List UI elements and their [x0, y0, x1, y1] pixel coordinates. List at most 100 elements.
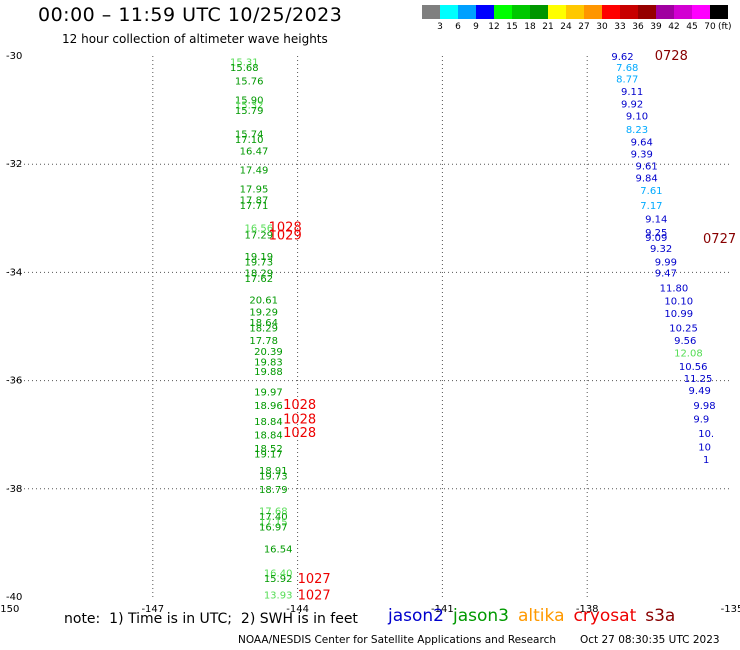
- color-scale-label: 27: [578, 22, 590, 32]
- color-scale-label: 21: [542, 22, 554, 32]
- swh-data-label: 9.98: [693, 401, 715, 412]
- swh-data-label: 18.29: [249, 324, 278, 335]
- swh-data-label: 7.17: [640, 201, 662, 212]
- x-tick-label: -147: [141, 604, 164, 615]
- swh-data-label: 20.39: [254, 347, 283, 358]
- swh-data-label: 13.93: [264, 590, 293, 601]
- x-tick-label: -138: [576, 604, 599, 615]
- swh-data-label: 17.15: [259, 517, 288, 528]
- color-scale-swatch: [458, 5, 476, 19]
- swh-data-label: 11.25: [684, 374, 713, 385]
- swh-data-label: 18.52: [254, 444, 283, 455]
- swh-data-label: 17.87: [240, 195, 269, 206]
- swh-data-label: 15.68: [230, 63, 259, 74]
- color-scale-label: 9: [473, 22, 479, 32]
- swh-data-label: 11.80: [660, 284, 689, 295]
- color-scale-swatch: [566, 5, 584, 19]
- x-tick-label: -135: [721, 604, 740, 615]
- swh-data-label: 17.78: [249, 336, 278, 347]
- swh-data-label: 20.61: [249, 295, 278, 306]
- satellite-legend: jason2 jason3 altika cryosat s3a: [388, 606, 684, 626]
- time-label: 1029: [269, 229, 302, 244]
- swh-data-label: 16.47: [240, 147, 269, 158]
- swh-data-label: 9.10: [626, 112, 648, 123]
- swh-data-label: 15.90: [235, 95, 264, 106]
- time-label: 1028: [283, 413, 316, 428]
- swh-data-label: 8.23: [626, 125, 648, 136]
- swh-data-label: 9.49: [689, 386, 711, 397]
- swh-data-label: 19.88: [254, 367, 283, 378]
- swh-data-label: 17.49: [240, 166, 269, 177]
- y-tick-label: -30: [6, 51, 22, 62]
- time-label: 1028: [283, 426, 316, 441]
- swh-data-label: 15.92: [264, 574, 293, 585]
- color-scale-label: 39: [650, 22, 662, 32]
- swh-data-label: 15.74: [235, 129, 264, 140]
- color-scale-label: 36: [632, 22, 644, 32]
- swh-data-label: 19.73: [245, 258, 274, 269]
- swh-data-label: 16.97: [259, 523, 288, 534]
- y-tick-label: -34: [6, 267, 22, 278]
- swh-data-label: 9.64: [631, 137, 653, 148]
- swh-data-label: 18.84: [254, 417, 283, 428]
- x-tick-label: -141: [431, 604, 454, 615]
- color-scale-swatch: [548, 5, 566, 19]
- satellite-legend-item: jason3: [453, 606, 509, 626]
- swh-data-label: 19.17: [254, 450, 283, 461]
- swh-data-label: 15.76: [235, 76, 264, 87]
- swh-data-label: 9.39: [631, 149, 653, 160]
- color-scale-label: 42: [668, 22, 680, 32]
- swh-data-label: 9.62: [611, 52, 633, 63]
- satellite-legend-item: jason2: [388, 606, 444, 626]
- time-label: 1028: [269, 220, 302, 235]
- swh-data-label: 15.31: [230, 57, 259, 68]
- color-scale-swatch: [512, 5, 530, 19]
- swh-data-label: 15.79: [235, 106, 264, 117]
- swh-data-label: 9.25: [645, 228, 667, 239]
- y-tick-label: -38: [6, 484, 22, 495]
- color-scale-label: 45: [686, 22, 698, 32]
- satellite-legend-item: altika: [518, 606, 565, 626]
- color-scale-label: 70: [704, 22, 716, 32]
- y-tick-label: -40: [6, 592, 22, 603]
- swh-data-label: 9.84: [635, 174, 657, 185]
- color-scale-swatch: [710, 5, 728, 19]
- swh-data-label: 10.99: [664, 309, 693, 320]
- swh-data-label: 16.54: [264, 544, 293, 555]
- color-scale-label: 6: [455, 22, 461, 32]
- footer-timestamp: Oct 27 08:30:35 UTC 2023: [580, 634, 720, 646]
- swh-data-label: 12.08: [674, 348, 703, 359]
- page-title: 00:00 – 11:59 UTC 10/25/2023: [38, 4, 343, 26]
- swh-data-label: 10.25: [669, 324, 698, 335]
- time-label: 1027: [298, 588, 331, 603]
- color-scale-label: 30: [596, 22, 608, 32]
- page-subtitle: 12 hour collection of altimeter wave hei…: [62, 32, 328, 46]
- color-scale-swatch: [494, 5, 512, 19]
- color-scale-swatch: [584, 5, 602, 19]
- swh-data-label: 18.29: [245, 268, 274, 279]
- footer-note: note: 1) Time is in UTC; 2) SWH is in fe…: [64, 611, 358, 627]
- satellite-legend-item: cryosat: [573, 606, 637, 626]
- swh-data-label: 18.96: [254, 401, 283, 412]
- color-scale-swatch: [620, 5, 638, 19]
- x-tick-label: -144: [286, 604, 309, 615]
- swh-data-label: 8.77: [616, 75, 638, 86]
- swh-data-label: 17.62: [245, 274, 274, 285]
- swh-data-label: 18.84: [254, 431, 283, 442]
- color-scale-label: 3: [437, 22, 443, 32]
- swh-data-label: 16.40: [264, 569, 293, 580]
- color-scale-label: 24: [560, 22, 572, 32]
- time-label: 1028: [283, 398, 316, 413]
- swh-data-label: 19.19: [245, 252, 274, 263]
- swh-data-label: 19.97: [254, 387, 283, 398]
- swh-data-label: 9.14: [645, 214, 667, 225]
- time-label: 0728: [655, 49, 688, 64]
- color-scale-label: 33: [614, 22, 626, 32]
- swh-data-label: 9.09: [645, 233, 667, 244]
- swh-data-label: 10.56: [679, 362, 708, 373]
- time-label: 1027: [298, 572, 331, 587]
- swh-data-label: 9.61: [635, 161, 657, 172]
- swh-data-label: 18.79: [259, 485, 288, 496]
- y-tick-label: -32: [6, 159, 22, 170]
